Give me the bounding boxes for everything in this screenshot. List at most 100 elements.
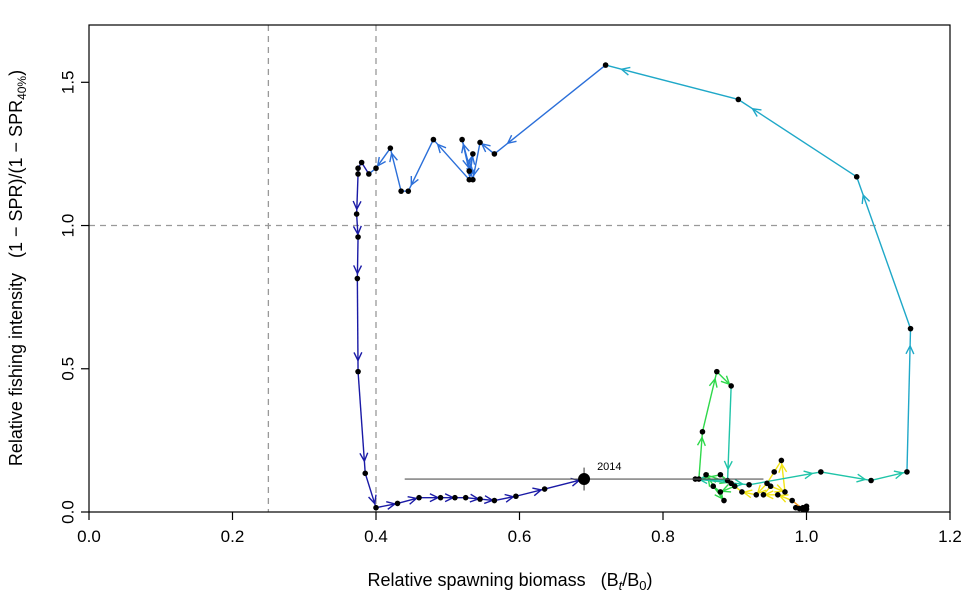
trajectory-point <box>735 96 742 103</box>
trajectory-point <box>907 325 914 332</box>
trajectory-point <box>470 151 476 157</box>
trajectory-arrow <box>778 462 788 473</box>
trajectory-segment <box>695 478 750 486</box>
trajectory-point <box>818 469 824 475</box>
x-axis-title: Relative spawning biomass (Bt/B0) <box>368 570 653 593</box>
trajectory-point <box>355 234 361 240</box>
trajectory-point <box>358 159 365 166</box>
trajectory-point <box>477 139 483 146</box>
y-axis-title: Relative fishing intensity (1 − SPR)/(1 … <box>6 70 29 466</box>
trajectory-point <box>387 145 394 151</box>
trajectory-segment <box>605 64 739 101</box>
trajectory-segment <box>356 236 359 279</box>
trajectory-point <box>714 368 720 375</box>
trajectory-point <box>462 494 469 501</box>
trajectory-segment <box>870 471 908 482</box>
trajectory-arrow <box>861 193 871 205</box>
trajectory-point <box>792 504 799 511</box>
trajectory-point <box>778 457 785 464</box>
trajectory-arrow <box>856 473 867 483</box>
trajectory-segment <box>407 139 435 192</box>
trajectory-segment <box>355 173 359 215</box>
trajectory-point <box>800 506 806 512</box>
trajectory-arrow <box>353 265 363 276</box>
y-tick-label: 1.0 <box>58 214 77 238</box>
y-tick-label: 0.5 <box>58 357 77 381</box>
trajectory-point <box>717 489 724 495</box>
trajectory-segment <box>356 278 359 372</box>
trajectory-point <box>355 368 361 375</box>
trajectory-point <box>459 136 465 143</box>
x-tick-label: 0.2 <box>221 527 245 546</box>
trajectory-arrow <box>751 107 762 117</box>
trajectory-point <box>764 480 770 487</box>
x-tick-label: 0.4 <box>364 527 388 546</box>
trajectory-arrow <box>352 200 362 211</box>
trajectory-arrow <box>893 470 905 480</box>
annotation-2014: 2014 <box>404 461 764 491</box>
trajectory-point <box>904 469 910 475</box>
trajectory-arrow <box>389 151 398 163</box>
trajectory-arrow <box>376 156 386 168</box>
trajectory-point <box>699 428 706 435</box>
trajectory-point <box>775 492 781 498</box>
trajectory-arrow <box>359 452 369 463</box>
trajectory-point <box>491 151 498 157</box>
trajectory-point <box>721 497 727 504</box>
trajectory-segment <box>364 473 377 508</box>
trajectory-point <box>513 493 519 500</box>
trajectory-point <box>362 470 369 477</box>
trajectory-point <box>366 171 372 177</box>
trajectory-point <box>760 492 767 498</box>
trajectory-point <box>789 497 795 504</box>
trajectory-point <box>416 494 422 501</box>
y-tick-label: 0.0 <box>58 500 77 524</box>
trajectory-point <box>405 188 412 194</box>
trajectory-arrow <box>462 158 472 169</box>
trajectory-point <box>430 136 437 143</box>
x-tick-label: 0.6 <box>508 527 532 546</box>
trajectory-point <box>373 504 379 511</box>
trajectory-arrow <box>532 487 543 497</box>
trajectory-point <box>728 383 734 389</box>
trajectory-segment <box>472 142 481 180</box>
trajectory-arrow <box>723 460 733 471</box>
trajectory-segment <box>432 139 470 181</box>
trajectory-segment <box>698 431 704 480</box>
trajectory-arrow <box>803 470 814 480</box>
trajectory-point <box>452 494 458 501</box>
trajectory-point <box>710 483 717 490</box>
trajectory-point <box>491 497 498 504</box>
y-axis: 0.0 0.5 1.0 1.5 <box>58 70 89 524</box>
y-tick-label: 1.5 <box>58 70 77 94</box>
trajectory-point <box>355 165 361 172</box>
trajectory-segment <box>748 471 821 486</box>
trajectory-segment <box>856 176 912 329</box>
trajectory-point <box>717 471 724 478</box>
trajectory-point <box>739 489 745 495</box>
trajectory-arrow <box>410 175 419 187</box>
trajectory-arrow <box>708 377 718 388</box>
trajectory-point <box>373 165 379 172</box>
trajectory-arrow <box>368 494 377 506</box>
trajectory-arrow <box>470 166 480 177</box>
final-year-point <box>578 473 591 486</box>
trajectory-point <box>868 477 874 484</box>
trajectory-segment <box>726 385 732 481</box>
x-tick-label: 0.0 <box>77 527 101 546</box>
x-tick-label: 0.8 <box>651 527 675 546</box>
trajectory-points <box>353 62 914 512</box>
trajectory-point <box>394 500 401 507</box>
trajectory-arrow <box>905 344 915 355</box>
trajectory-segment <box>737 98 858 178</box>
trajectory-arrow <box>696 435 706 447</box>
trajectory-point <box>853 174 860 180</box>
trajectory-point <box>398 188 404 194</box>
trajectory-point <box>353 211 360 217</box>
trajectory-point <box>753 492 760 498</box>
trajectory-point <box>466 168 473 174</box>
trajectory-point <box>746 481 752 488</box>
trajectory-point <box>771 469 778 475</box>
reference-lines <box>89 25 950 512</box>
